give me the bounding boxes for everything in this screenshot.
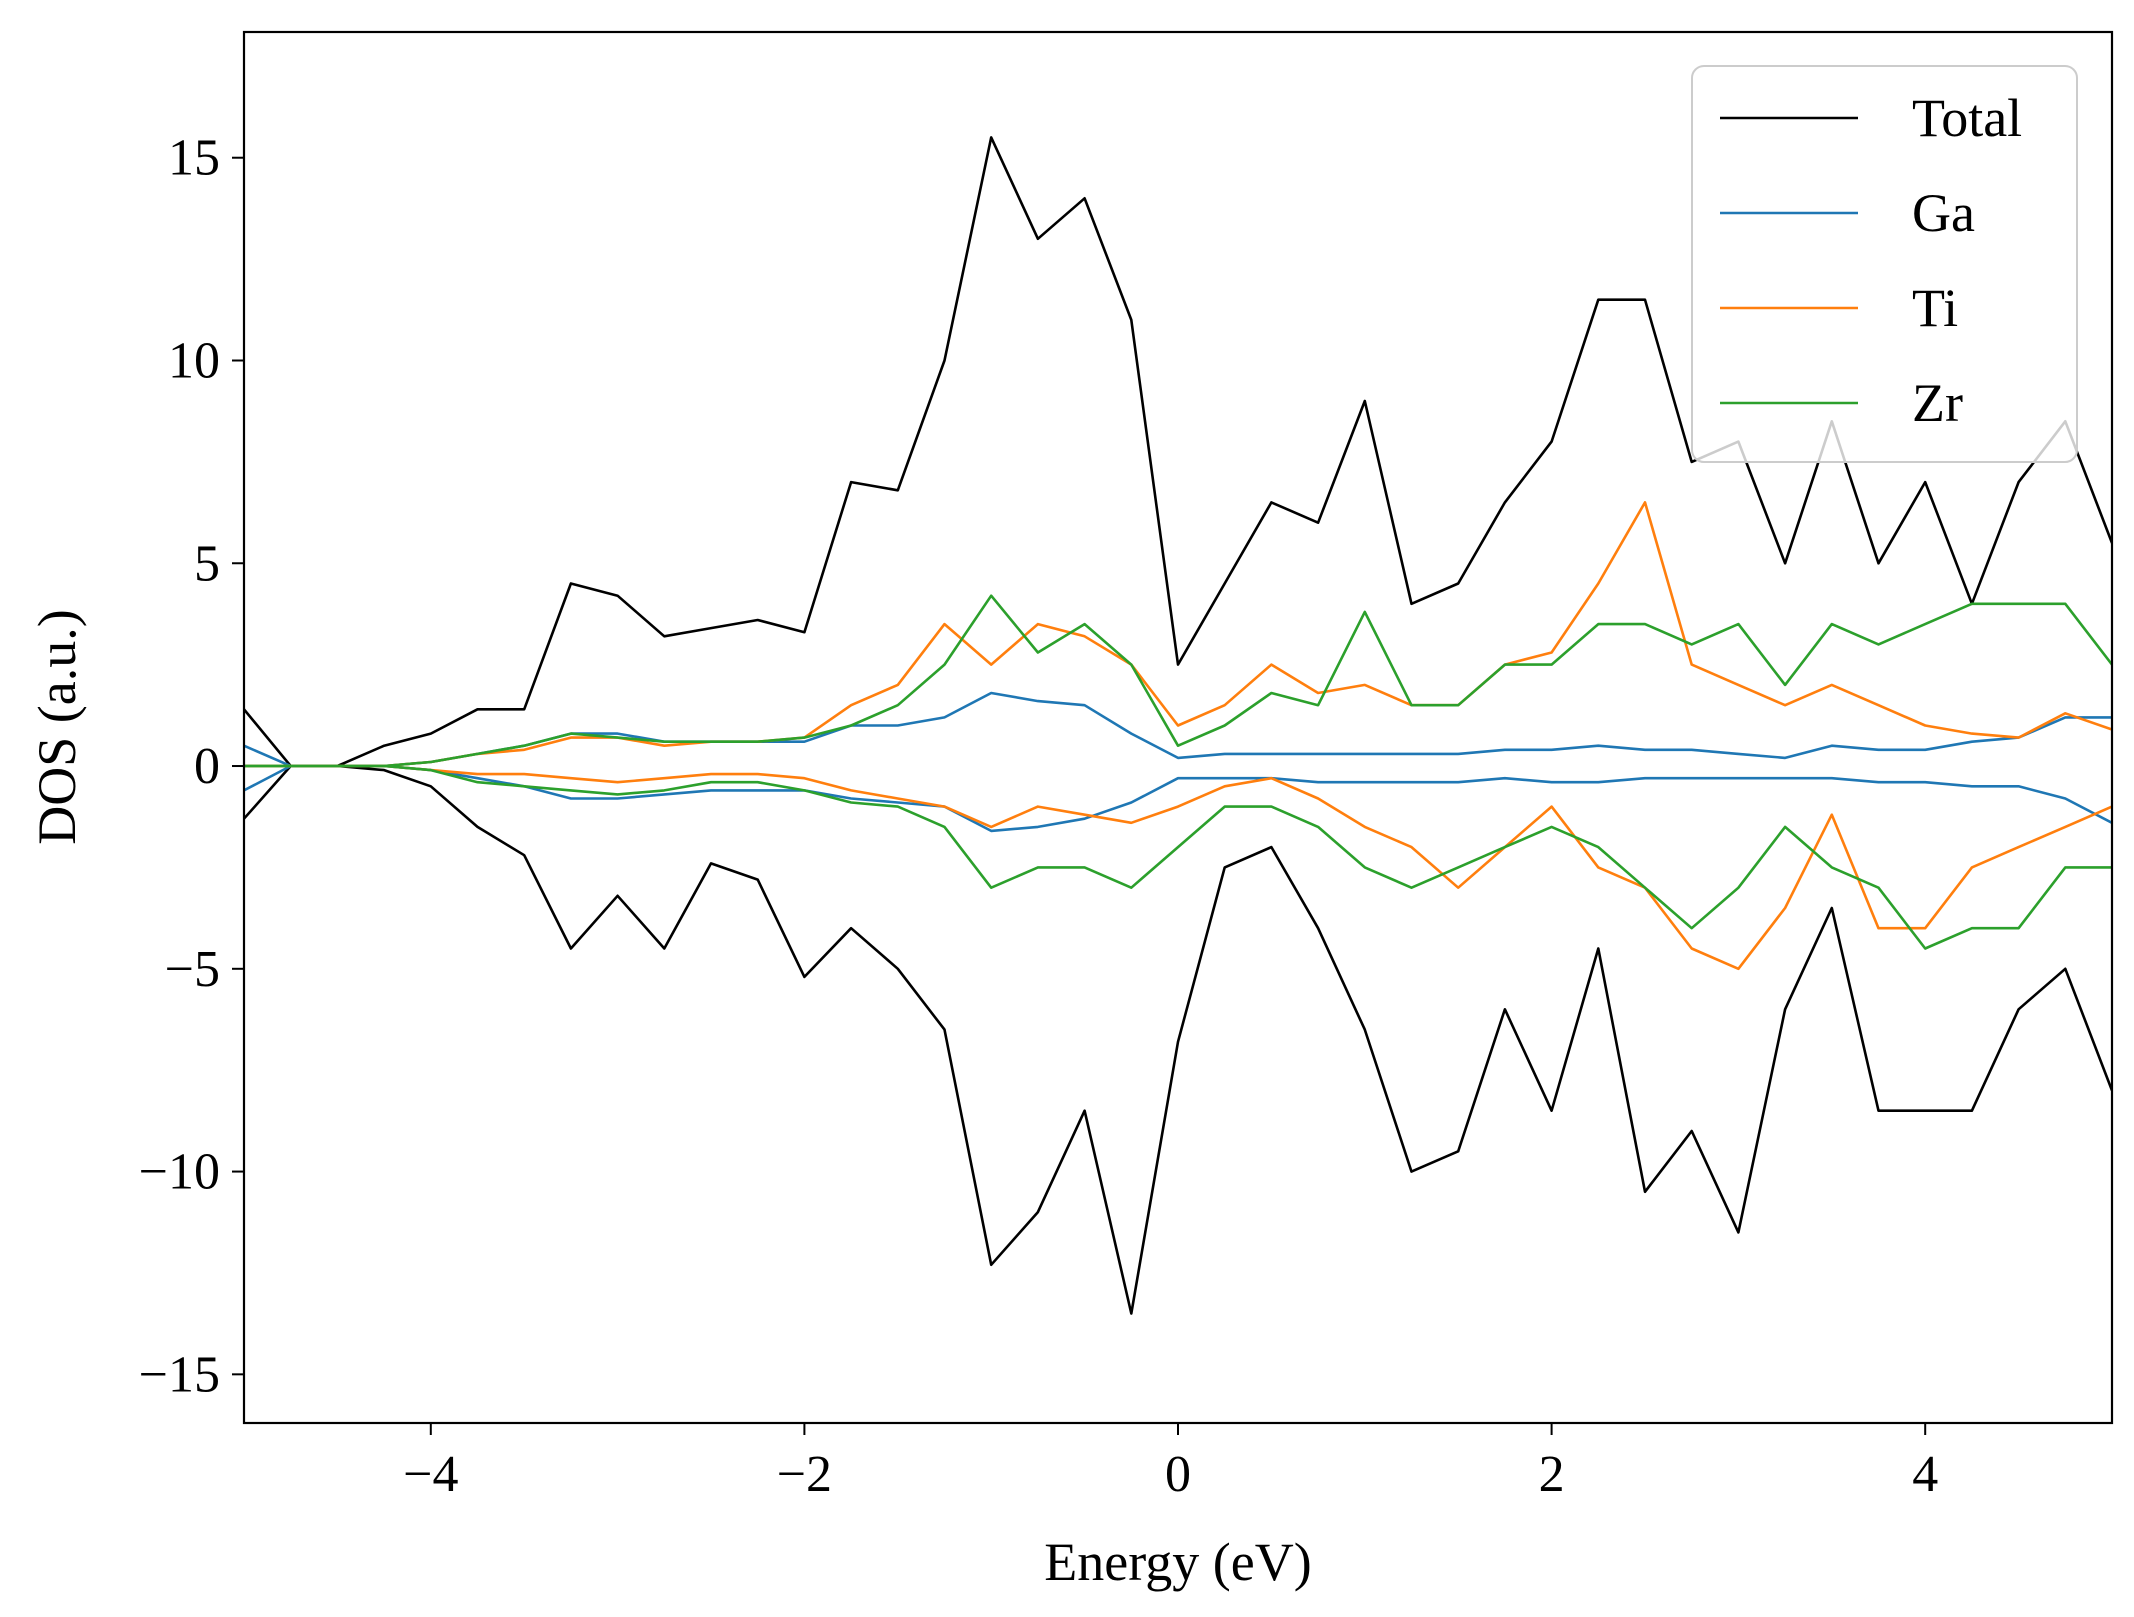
x-axis-label: Energy (eV)	[1044, 1532, 1311, 1592]
y-tick-label: 10	[168, 332, 220, 389]
x-tick-label: 2	[1539, 1446, 1565, 1503]
legend-label-ga: Ga	[1912, 183, 1975, 243]
x-tick-label: 0	[1165, 1446, 1191, 1503]
series-line-zr-down	[244, 764, 2112, 950]
series-line-ga-down	[244, 764, 2112, 833]
series-line-zr-up	[244, 594, 2112, 768]
x-tick-label: −4	[403, 1446, 458, 1503]
legend-label-total: Total	[1912, 88, 2022, 148]
x-axis: −4 −2 0 2 4	[403, 1423, 1938, 1503]
series-line-total-down	[244, 764, 2112, 1315]
series-line-total-up	[244, 136, 2112, 768]
series-line-ti-up	[244, 501, 2112, 768]
legend-label-ti: Ti	[1912, 278, 1958, 338]
y-tick-label: 15	[168, 130, 220, 187]
y-axis-label: DOS (a.u.)	[27, 609, 87, 844]
legend-box	[1691, 65, 2078, 463]
y-tick-label: −5	[165, 941, 220, 998]
y-tick-label: 5	[194, 535, 220, 592]
legend-label-zr: Zr	[1912, 373, 1963, 433]
x-tick-label: 4	[1912, 1446, 1938, 1503]
x-tick-label: −2	[777, 1446, 832, 1503]
y-axis: −15 −10 −5 0 5 10 15	[139, 130, 244, 1403]
legend: Total Ga Ti Zr	[1691, 65, 2078, 463]
series-layer	[244, 136, 2112, 1315]
y-tick-label: 0	[194, 738, 220, 795]
y-tick-label: −10	[139, 1144, 220, 1201]
y-tick-label: −15	[139, 1346, 220, 1403]
series-line-ti-down	[244, 764, 2112, 971]
